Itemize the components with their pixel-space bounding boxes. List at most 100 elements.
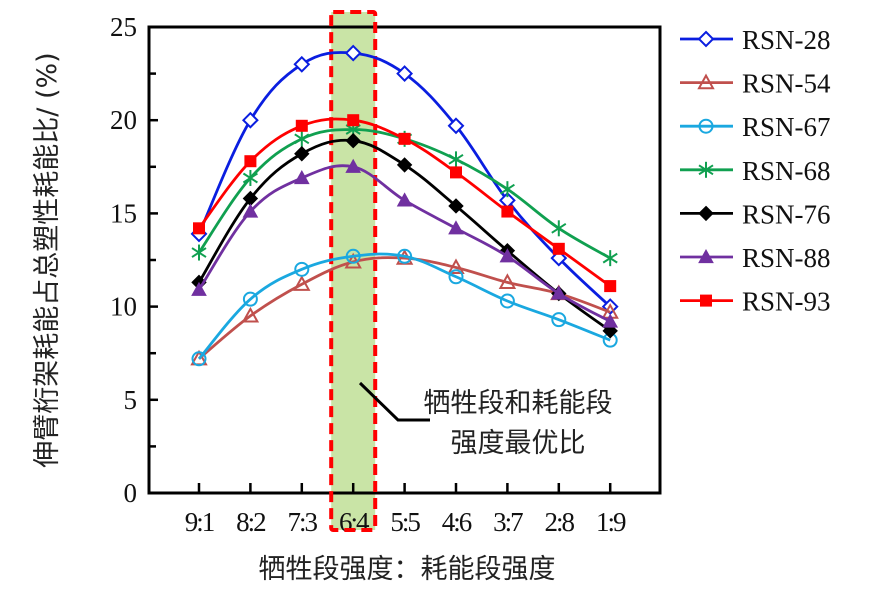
data-point	[396, 65, 414, 83]
data-point	[499, 181, 515, 198]
legend-label: RSN-67	[742, 112, 831, 142]
data-point	[551, 312, 567, 328]
legend-item: RSN-54	[680, 69, 831, 99]
data-point	[344, 44, 362, 62]
x-tick-label: 9:1	[185, 507, 214, 537]
data-point	[293, 275, 311, 291]
data-point	[242, 169, 258, 186]
data-point	[550, 285, 567, 300]
data-point	[602, 250, 618, 267]
data-point	[396, 192, 413, 207]
data-point	[397, 248, 413, 264]
series-rsn-67	[191, 248, 618, 367]
legend-marker	[698, 248, 714, 264]
y-axis-title: 伸臂桁架耗能占总塑性耗能比/ (%)	[32, 52, 63, 467]
data-point	[345, 248, 361, 264]
plot-frame	[147, 25, 662, 495]
series-line	[197, 164, 611, 323]
legend-label: RSN-68	[742, 156, 831, 186]
x-tick-label: 2:8	[545, 507, 575, 537]
annotation-text: 牺牲段和耗能段	[424, 388, 613, 419]
series-rsn-93	[193, 114, 617, 293]
data-point	[191, 281, 207, 296]
data-point	[396, 157, 413, 173]
x-axis-title: 牺牲段强度：耗能段强度	[259, 554, 556, 585]
legend-marker	[697, 30, 715, 48]
data-point	[602, 313, 619, 328]
data-point	[193, 222, 205, 235]
series-line	[197, 51, 612, 308]
y-tick-label: 20	[110, 105, 137, 135]
data-point	[293, 55, 311, 73]
data-point	[295, 119, 308, 132]
legend-marker	[698, 161, 714, 178]
series	[190, 44, 619, 367]
data-point	[191, 244, 207, 261]
legend-marker	[698, 205, 714, 222]
legend-item: RSN-88	[680, 243, 831, 273]
annotation-text: 强度最优比	[451, 428, 586, 459]
data-point	[345, 158, 362, 173]
series-line	[198, 256, 611, 360]
data-point	[191, 351, 207, 367]
legend-label: RSN-93	[742, 287, 831, 317]
data-point	[551, 220, 567, 237]
data-point	[242, 291, 258, 307]
legend: RSN-28 RSN-54 RSN-67 RSN-68 RSN-76 RSN-88 RSN-…	[680, 25, 831, 317]
data-point	[398, 132, 411, 145]
data-point	[499, 248, 516, 263]
data-point	[604, 280, 617, 293]
data-point	[448, 151, 464, 168]
data-point	[552, 242, 565, 255]
axes: 0 5 10 15 20 25 9:1 8:2 7:3 6:4 5:5 4:6 3:7 2:8 1:9	[110, 10, 662, 537]
highlight-band	[331, 12, 376, 530]
legend-item: RSN-93	[680, 287, 831, 317]
legend-marker	[700, 294, 712, 307]
data-point	[448, 269, 464, 285]
data-point	[242, 203, 259, 218]
series-rsn-54	[190, 249, 619, 366]
legend-marker	[698, 118, 714, 134]
series-line	[197, 252, 611, 360]
x-tick-label: 6:4	[339, 507, 370, 537]
legend-item: RSN-67	[680, 112, 831, 142]
series-rsn-76	[191, 132, 618, 339]
legend-label: RSN-28	[742, 25, 831, 55]
data-point	[241, 306, 260, 323]
x-tick-label: 8:2	[236, 507, 266, 537]
x-tick-label: 7:3	[288, 507, 318, 537]
x-tick-label: 1:9	[596, 507, 626, 537]
legend-label: RSN-54	[742, 69, 831, 99]
data-point	[448, 220, 464, 235]
legend-label: RSN-88	[742, 243, 831, 273]
data-point	[447, 117, 465, 135]
data-point	[448, 198, 464, 214]
legend-item: RSN-68	[680, 156, 831, 186]
y-tick-label: 10	[110, 292, 137, 322]
data-point	[294, 146, 310, 162]
data-point	[499, 293, 515, 309]
series-rsn-88	[191, 158, 619, 328]
series-rsn-28	[190, 44, 619, 316]
x-tick-label: 5:5	[390, 507, 420, 537]
data-point	[347, 114, 360, 127]
y-tick-label: 15	[110, 198, 137, 228]
annotation-leader-line	[358, 381, 430, 422]
y-tick-label: 0	[124, 478, 138, 508]
x-tick-label: 3:7	[493, 507, 523, 537]
data-point	[498, 273, 517, 289]
optimal-ratio-highlight	[331, 12, 376, 530]
legend-item: RSN-28	[680, 25, 831, 55]
data-point	[450, 166, 462, 179]
data-point	[241, 111, 259, 129]
legend-marker	[697, 73, 715, 90]
data-point	[447, 258, 465, 275]
y-tick-label: 5	[124, 385, 138, 415]
data-point	[501, 205, 514, 218]
legend-item: RSN-76	[680, 199, 831, 229]
x-tick-label: 4:6	[442, 507, 472, 537]
data-point	[293, 169, 310, 185]
data-point	[294, 130, 310, 147]
data-point	[345, 132, 361, 149]
